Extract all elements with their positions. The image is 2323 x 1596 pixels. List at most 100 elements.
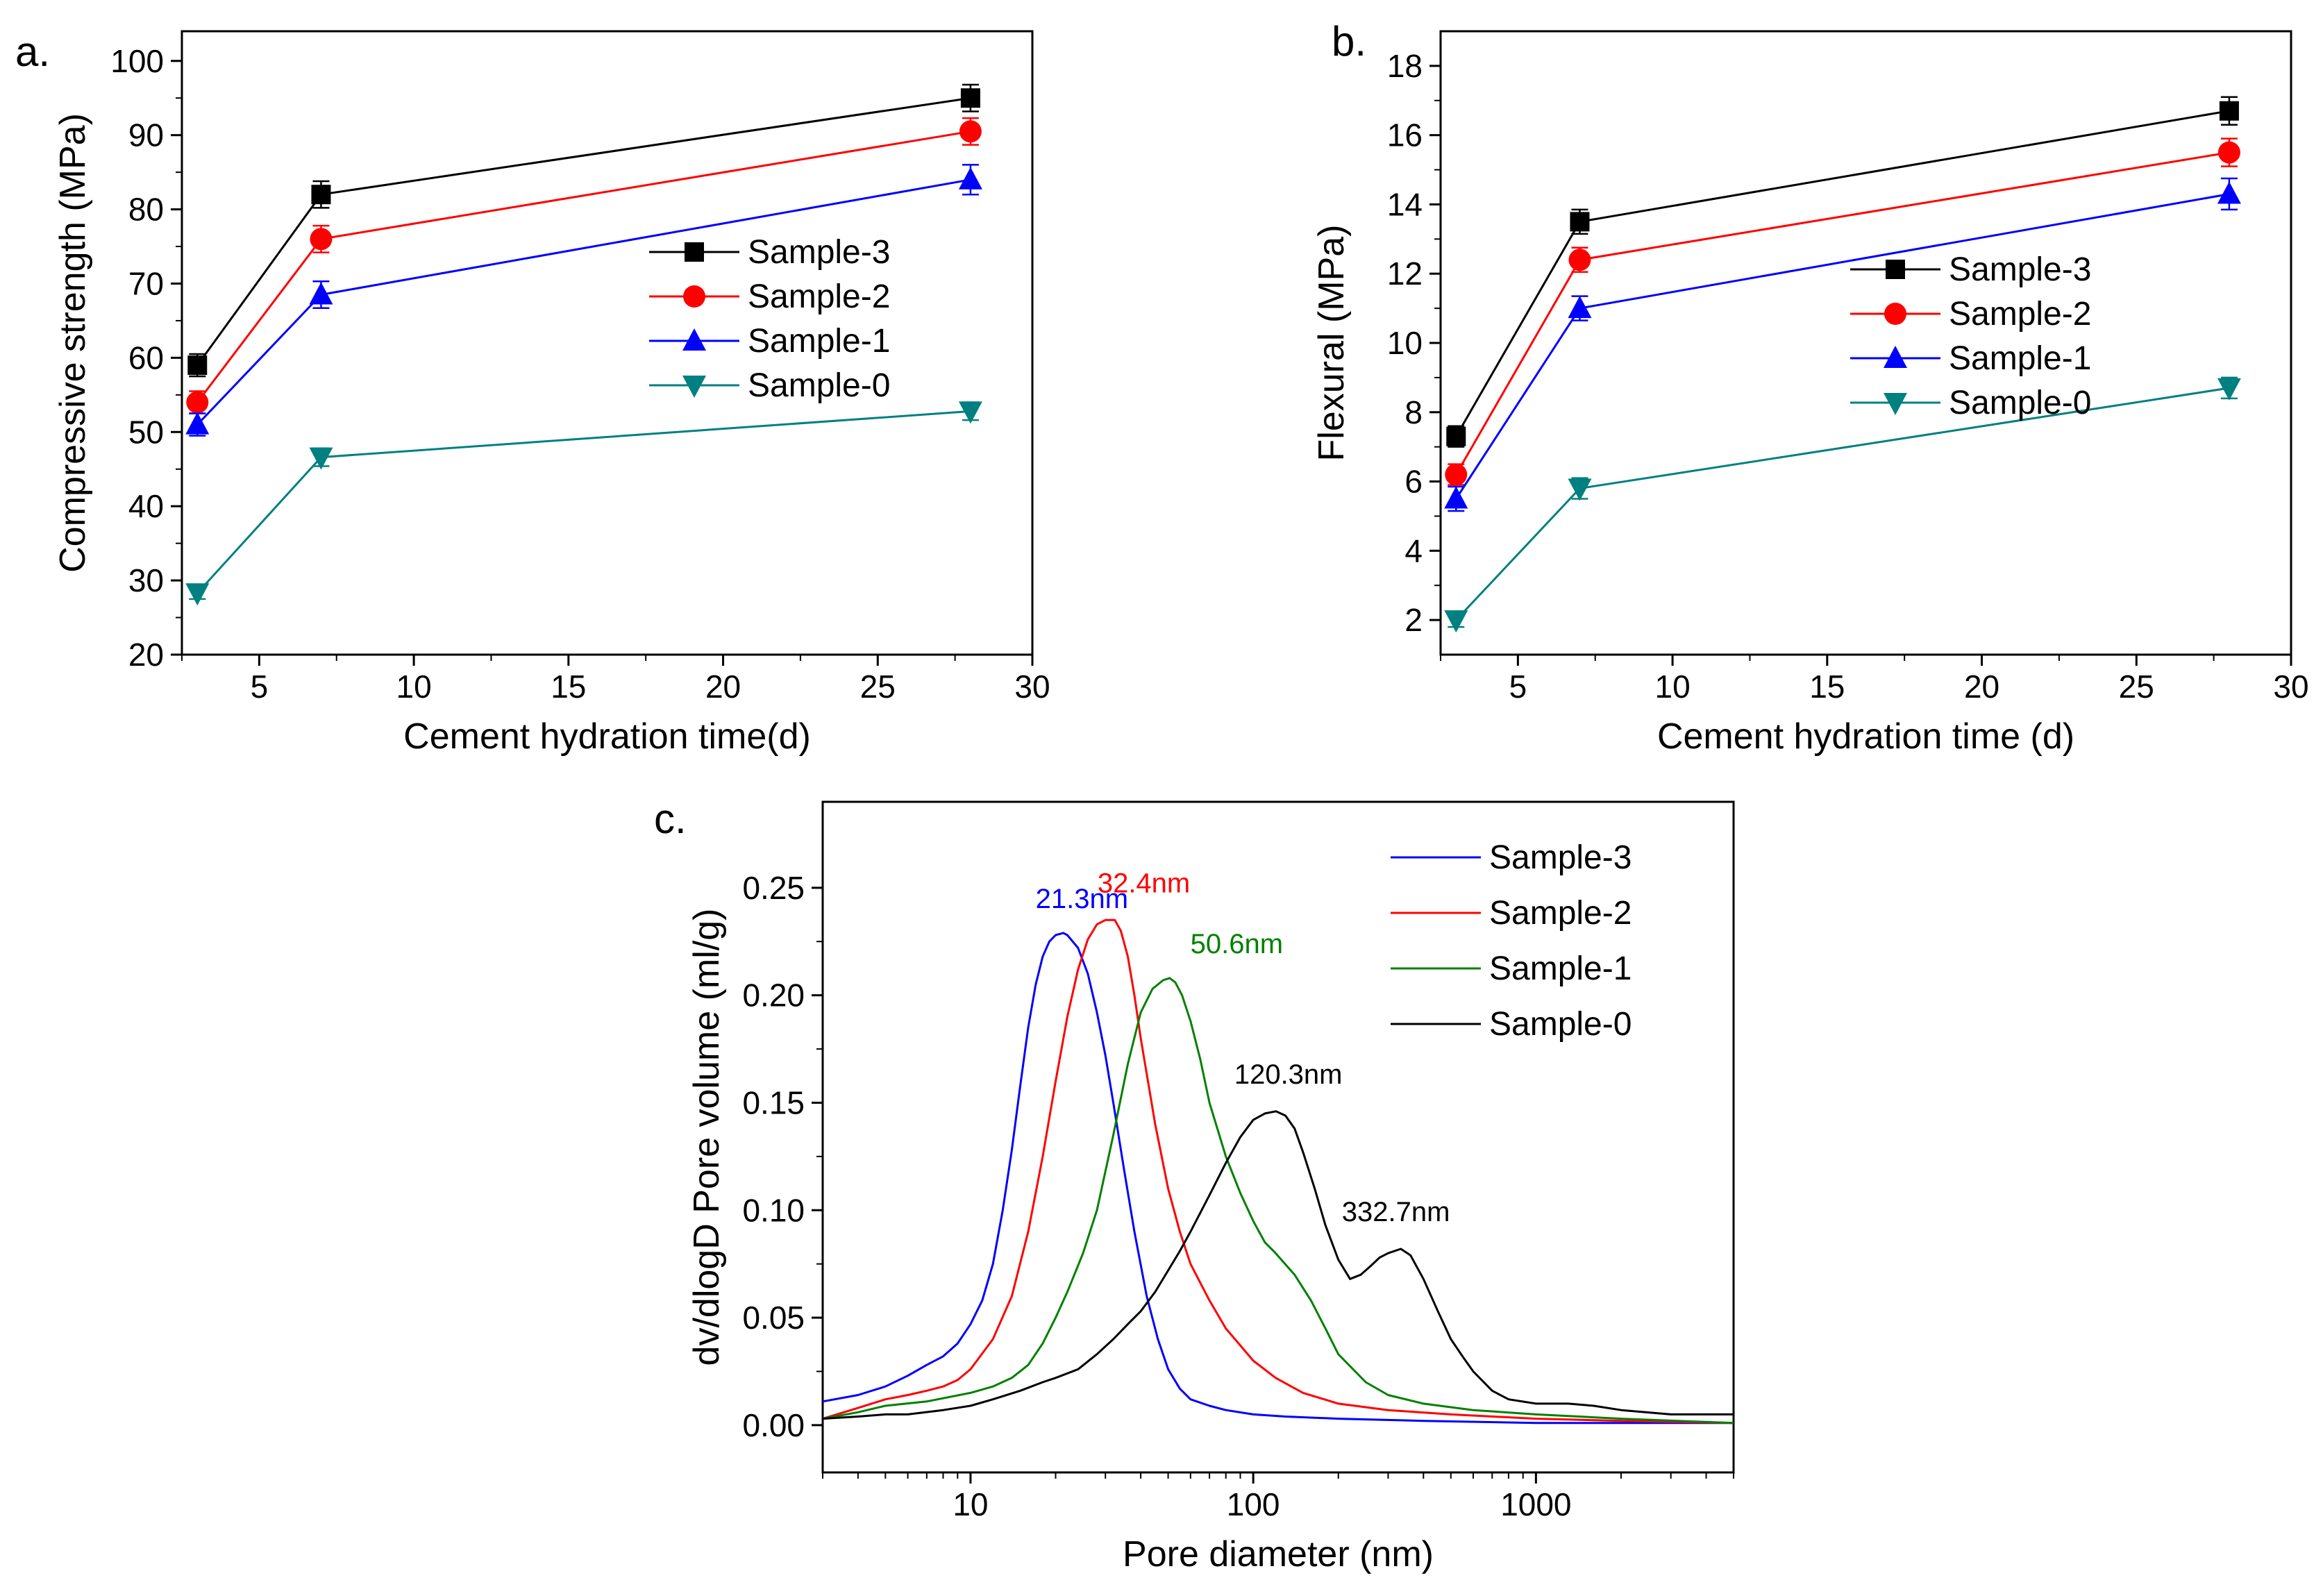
y-axis-label: Flexural (MPa) [1311,225,1352,462]
data-point [1568,478,1592,501]
y-tick-label: 0.25 [742,870,805,906]
data-point [1570,212,1590,232]
x-tick-label: 20 [705,669,741,705]
x-tick-label: 30 [1014,669,1050,705]
series-Sample-1: Sample-1 [185,164,982,437]
legend-label: Sample-1 [1949,340,2091,377]
y-tick-label: 18 [1387,48,1423,84]
y-axis-label: Compressive strength (MPa) [53,113,93,573]
legend-label: Sample-0 [748,367,890,404]
legend-label: Sample-1 [748,323,890,360]
chart-panel-0: a. 5 10 15 20 25 30 20 30 40 50 60 70 80 90 100 Cement h… [15,28,1050,757]
data-point [2217,141,2240,164]
series-Sample-3: Sample-3 [822,839,1734,1425]
series-Sample-3: Sample-3 [1446,96,2239,448]
series-Sample-0: Sample-0 [1444,376,2241,633]
series-Sample-0: Sample-0 [822,1006,1734,1420]
legend-label: Sample-0 [1949,385,2091,421]
legend-marker [1884,346,1907,368]
legend-marker [682,328,706,351]
data-point [1446,426,1466,446]
y-tick-label: 8 [1404,394,1423,430]
data-point [2217,378,2241,401]
x-axis-label: Pore diameter (nm) [1123,1534,1434,1574]
series-line [196,410,971,594]
x-tick-label: 15 [1809,669,1845,705]
annotation-label: 21.3nm [1036,884,1128,914]
plot-frame [1439,30,2292,656]
legend-marker [682,376,706,398]
legend-label: Sample-2 [748,278,890,315]
annotation-label: 120.3nm [1234,1059,1343,1090]
series-Sample-3: Sample-3 [187,83,980,378]
legend-label: Sample-2 [1949,296,2091,333]
series-Sample-1: Sample-1 [822,950,1734,1425]
plot-frame [181,30,1034,656]
data-point [309,447,333,470]
legend-label: Sample-0 [1489,1006,1632,1043]
legend-label: Sample-3 [1489,839,1632,876]
plot-frame [821,800,1735,1474]
data-point [309,282,333,305]
annotation-label: 332.7nm [1342,1197,1450,1227]
chart-panel-1: b. 5 10 15 20 25 30 2 4 6 8 10 12 14 16 18 Cement hydrat… [1311,18,2309,757]
data-point [1444,610,1468,633]
data-point [1444,486,1468,509]
y-tick-label: 10 [1387,325,1423,361]
y-tick-label: 30 [128,562,164,598]
x-tick-label: 20 [1964,669,1999,705]
series-line [822,918,1734,1425]
series-Sample-2: Sample-2 [822,895,1734,1425]
legend-label: Sample-2 [1489,895,1632,932]
panel-label: b. [1332,18,1366,65]
y-tick-label: 40 [128,488,164,524]
y-tick-label: 70 [128,265,164,301]
data-point [1568,249,1591,271]
y-tick-label: 80 [128,192,164,228]
data-point [311,185,331,205]
data-point [2217,181,2241,204]
y-tick-label: 2 [1404,602,1423,638]
panel-label: c. [654,796,687,842]
series-Sample-2: Sample-2 [1445,137,2240,486]
y-tick-label: 20 [128,637,164,673]
data-point [2219,101,2239,121]
data-point [958,401,982,424]
y-tick-label: 0.05 [742,1300,805,1336]
y-tick-label: 14 [1387,186,1423,222]
data-point [186,391,209,414]
x-tick-label: 10 [396,669,432,705]
y-tick-label: 90 [128,117,164,153]
legend-marker [685,242,704,262]
x-tick-label: 15 [551,669,586,705]
data-point [958,167,982,190]
series-Sample-2: Sample-2 [186,117,982,414]
x-tick-label: 30 [2273,669,2308,705]
y-tick-label: 16 [1387,117,1423,153]
series-line [1455,387,2230,621]
y-tick-label: 0.20 [742,977,805,1014]
series-Sample-1: Sample-1 [1444,177,2241,512]
panel-label: a. [15,28,50,75]
series-Sample-0: Sample-0 [185,367,982,606]
data-point [310,228,333,251]
y-tick-label: 4 [1404,532,1423,569]
y-tick-label: 50 [128,414,164,450]
data-point [187,355,208,376]
y-axis-label: dv/dlogD Pore volume (ml/g) [687,909,727,1366]
legend-label: Sample-3 [1949,251,2091,288]
x-axis-label: Cement hydration time (d) [1657,716,2074,757]
x-axis-label: Cement hydration time(d) [403,716,811,757]
y-tick-label: 12 [1387,255,1423,292]
legend-label: Sample-1 [1489,950,1632,987]
x-tick-label: 5 [1509,669,1527,705]
data-point [185,583,210,606]
data-point [1568,296,1592,319]
legend-marker [1884,393,1907,415]
annotation-label: 50.6nm [1191,929,1283,959]
annotation-label: 32.4nm [1098,868,1190,898]
legend-marker [683,285,705,308]
series-line [822,1110,1734,1420]
x-tick-label: 5 [251,669,269,705]
